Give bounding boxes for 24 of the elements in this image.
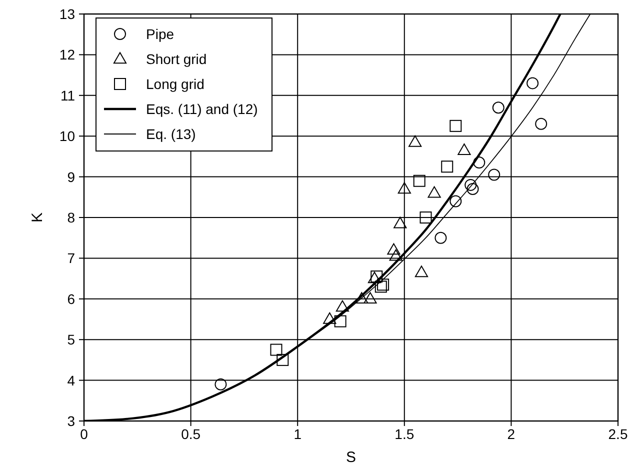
x-tick-label: 0.5 [181, 426, 201, 442]
legend-label: Pipe [146, 26, 174, 42]
y-tick-label: 11 [60, 87, 76, 104]
y-tick-label: 8 [67, 210, 76, 226]
x-axis-title: S [346, 449, 356, 466]
y-tick-label: 12 [59, 46, 76, 63]
y-tick-label: 3 [67, 413, 76, 429]
y-tick-label: 6 [67, 290, 76, 307]
legend-label: Short grid [146, 51, 207, 67]
legend-label: Eq. (13) [146, 126, 196, 142]
x-tick-label: 1 [294, 426, 302, 442]
x-tick-label: 0 [80, 426, 88, 442]
x-tick-label: 2 [507, 426, 516, 442]
legend-label: Eqs. (11) and (12) [146, 101, 258, 117]
y-tick-label: 9 [67, 168, 76, 185]
x-tick-label: 2.5 [608, 426, 628, 442]
x-tick-label: 1.5 [394, 426, 414, 442]
y-tick-label: 4 [67, 372, 76, 388]
y-tick-label: 13 [59, 6, 76, 22]
y-tick-label: 7 [67, 250, 76, 266]
y-tick-label: 5 [67, 332, 76, 348]
y-axis-title: K [29, 212, 46, 223]
y-tick-label: 10 [59, 128, 76, 144]
legend-label: Long grid [146, 76, 204, 92]
